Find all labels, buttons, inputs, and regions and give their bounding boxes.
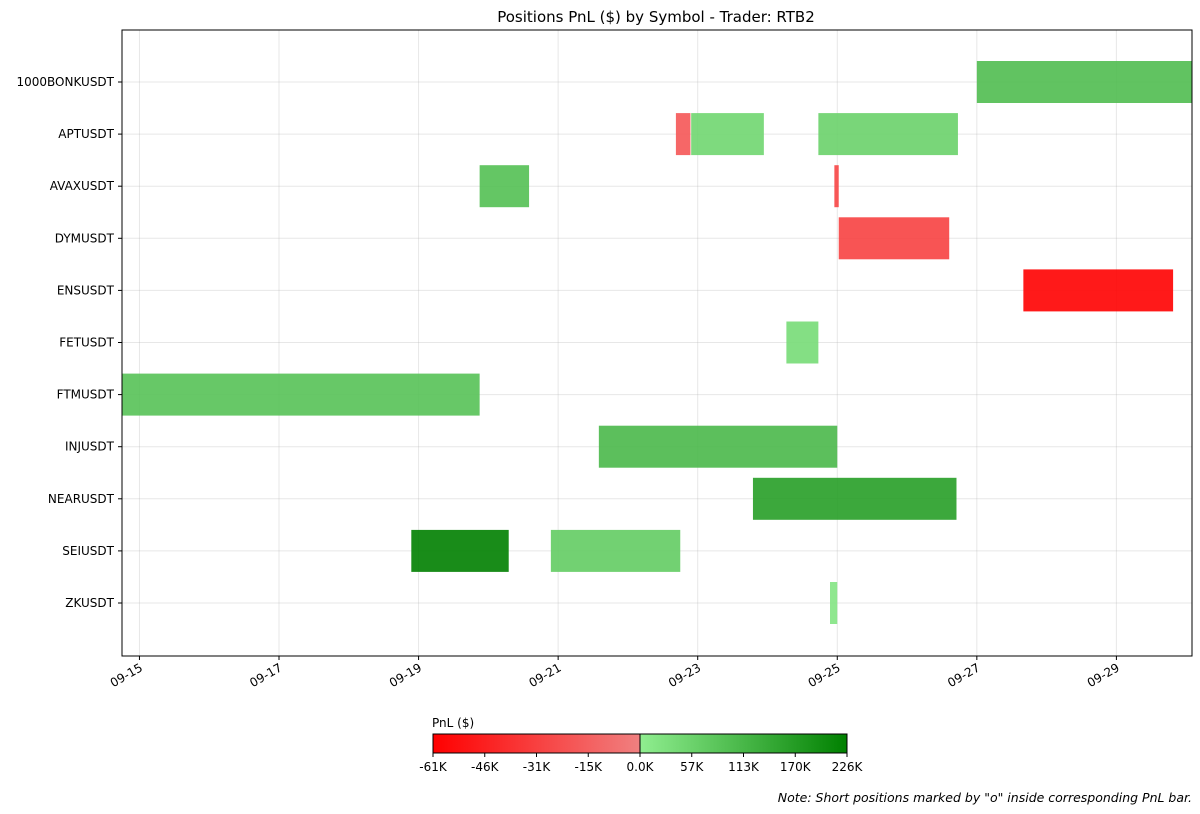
footnote: Note: Short positions marked by "o" insi… — [778, 790, 1192, 805]
x-axis: 09-15 09-17 09-19 09-21 09-23 09-25 09-27 09-29 — [108, 656, 1122, 690]
y-tick-label: SEIUSDT — [62, 544, 114, 558]
colorbar-tick-label: 57K — [680, 760, 704, 774]
position-bar-aptusdt — [818, 113, 958, 156]
colorbar-tick-label: 226K — [832, 760, 864, 774]
y-tick-label: ZKUSDT — [65, 596, 114, 610]
position-bar-dymusdt — [838, 217, 950, 260]
x-tick-label: 09-23 — [666, 660, 703, 690]
x-tick-label: 09-25 — [806, 660, 843, 690]
position-bar-seiusdt — [411, 529, 509, 572]
position-bar-aptusdt — [691, 113, 764, 156]
y-tick-label: AVAXUSDT — [50, 179, 115, 193]
x-tick-label: 09-27 — [945, 660, 982, 690]
position-bar-avaxusdt — [479, 165, 530, 208]
position-bar-zkusdt — [830, 582, 838, 624]
position-bars — [122, 61, 1192, 624]
position-bar-injusdt — [598, 425, 838, 468]
chart-title: Positions PnL ($) by Symbol - Trader: RT… — [497, 8, 815, 26]
y-tick-label: FETUSDT — [59, 336, 114, 350]
position-bar-nearusdt — [752, 477, 957, 520]
position-bar-fetusdt — [786, 321, 819, 364]
colorbar-tick-label: -15K — [575, 760, 604, 774]
position-bar-ensusdt — [1023, 269, 1174, 312]
position-bar-1000bonkusdt — [976, 61, 1192, 103]
y-tick-label: ENSUSDT — [57, 283, 115, 297]
colorbar-tick-label: 0.0K — [627, 760, 655, 774]
colorbar-positive — [640, 734, 847, 753]
y-tick-label: DYMUSDT — [55, 231, 115, 245]
x-tick-label: 09-19 — [387, 660, 424, 690]
y-tick-label: FTMUSDT — [57, 388, 115, 402]
position-bar-seiusdt — [550, 529, 681, 572]
colorbar-tick-label: 113K — [728, 760, 760, 774]
position-bar-avaxusdt — [834, 165, 839, 208]
y-tick-label: 1000BONKUSDT — [17, 75, 115, 89]
y-axis: 1000BONKUSDT APTUSDT AVAXUSDT DYMUSDT ENSUSD… — [17, 75, 122, 610]
colorbar: PnL ($) -61K -46K -31K -15K 0.0K 57K 113K 170K 2… — [419, 716, 863, 774]
x-tick-label: 09-29 — [1085, 660, 1122, 690]
y-tick-label: NEARUSDT — [48, 492, 115, 506]
position-bar-aptusdt — [675, 113, 691, 156]
y-tick-label: APTUSDT — [58, 127, 114, 141]
x-tick-label: 09-15 — [108, 660, 145, 690]
colorbar-tick-label: -61K — [419, 760, 448, 774]
x-tick-label: 09-17 — [247, 660, 284, 690]
colorbar-negative — [433, 734, 640, 753]
y-tick-label: INJUSDT — [65, 440, 115, 454]
colorbar-label: PnL ($) — [432, 716, 474, 730]
x-tick-label: 09-21 — [526, 660, 563, 690]
colorbar-tick-label: -31K — [523, 760, 552, 774]
position-bar-ftmusdt — [122, 373, 480, 416]
colorbar-tick-label: -46K — [471, 760, 500, 774]
colorbar-tick-label: 170K — [780, 760, 812, 774]
